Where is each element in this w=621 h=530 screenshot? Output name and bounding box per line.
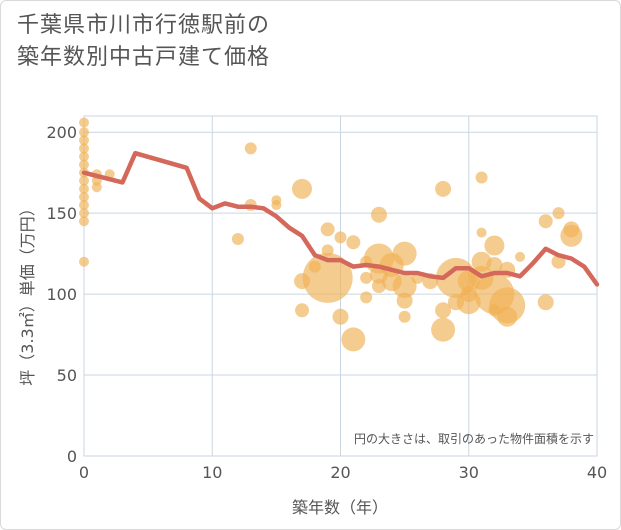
data-bubble [79,117,89,128]
data-bubble [320,222,335,237]
y-tick-label: 150 [46,204,77,223]
data-bubble [435,180,452,197]
x-tick-label: 40 [587,463,607,482]
bubbles [79,117,583,352]
data-bubble [476,227,487,238]
data-bubble [460,286,477,303]
y-tick-label: 100 [46,285,77,304]
data-bubble [295,303,310,318]
data-bubble [431,317,456,342]
data-bubble [497,306,518,327]
average-price-line [81,150,600,287]
data-bubble [292,178,313,199]
x-axis-label: 築年数（年） [292,498,388,517]
x-tick-label: 30 [459,463,479,482]
data-bubble [244,142,257,155]
data-bubble [475,171,488,184]
data-bubble [552,207,565,220]
data-bubble [515,251,526,262]
x-tick-label: 0 [79,463,89,482]
y-tick-label: 50 [57,366,77,385]
data-bubble [341,327,366,352]
data-bubble [346,235,361,250]
data-bubble [91,182,102,193]
bubble-size-note: 円の大きさは、取引のあった物件面積を示す [354,431,594,446]
ticks: 0 10 20 30 40 0 50 100 150 200 [46,123,607,482]
title-line-2: 築年数別中古戸建て価格 [17,45,271,70]
data-bubble [79,143,89,154]
data-bubble [79,127,89,138]
data-bubble [271,200,282,211]
data-bubble [370,206,387,223]
x-tick-label: 10 [202,463,222,482]
data-bubble [79,175,89,186]
data-bubble [360,271,373,284]
data-bubble [302,252,353,303]
data-bubble [396,292,413,309]
x-tick-label: 20 [330,463,350,482]
data-bubble [79,151,89,162]
data-bubble [332,308,349,325]
data-bubble [537,294,554,311]
data-bubble [334,231,347,244]
data-bubble [360,291,373,304]
title-line-1: 千葉県市川市行徳駅前の [17,13,271,38]
data-bubble [392,241,417,266]
data-bubble [484,235,505,256]
data-bubble [79,135,89,146]
data-bubble [79,191,89,202]
data-bubble [79,183,89,194]
chart-title: 千葉県市川市行徳駅前の 築年数別中古戸建て価格 [17,10,270,74]
data-bubble [486,256,503,273]
data-bubble [538,214,553,229]
trend-line-group [81,150,600,287]
grid [83,115,598,457]
data-bubble [79,208,89,219]
data-bubble [79,159,89,170]
data-bubble [435,302,452,319]
data-bubble [79,200,89,211]
data-bubble [79,256,89,267]
data-bubble [398,310,411,323]
data-bubble [392,274,417,298]
data-bubble [79,216,89,227]
y-tick-label: 200 [46,123,77,142]
y-axis-label: 坪（3.3㎡）単価（万円） [18,200,37,385]
data-bubble [560,224,583,247]
y-tick-label: 0 [67,447,77,466]
data-bubble [471,251,492,272]
data-bubble [231,233,244,246]
